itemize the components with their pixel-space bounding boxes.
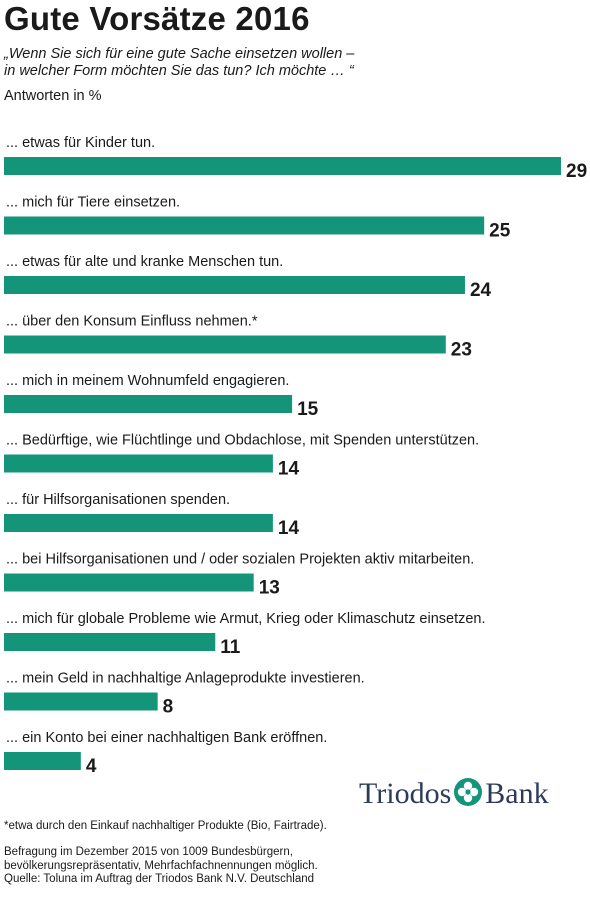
category-label: ... für Hilfsorganisationen spenden. xyxy=(6,492,230,508)
bar xyxy=(4,276,465,294)
category-label: ... bei Hilfsorganisationen und / oder s… xyxy=(6,552,474,568)
bar xyxy=(4,454,273,473)
value-label: 29 xyxy=(566,161,587,182)
value-label: 8 xyxy=(163,697,174,718)
category-label: ... mich für globale Probleme wie Armut,… xyxy=(6,611,486,627)
bar xyxy=(4,573,254,592)
bar xyxy=(4,692,158,711)
value-label: 11 xyxy=(220,637,241,658)
bar xyxy=(4,514,273,532)
chart-title: Gute Vorsätze 2016 xyxy=(4,0,310,37)
source-note: Befragung im Dezember 2015 von 1009 Bund… xyxy=(4,846,318,887)
value-label: 23 xyxy=(451,340,472,361)
bar xyxy=(4,216,485,235)
value-label: 13 xyxy=(259,578,280,599)
bar-chart: ... etwas für Kinder tun. 29 ... mich für … xyxy=(4,135,587,777)
logo-text-triodos: Triodos xyxy=(359,777,452,810)
category-label: ... mich für Tiere einsetzen. xyxy=(6,195,180,211)
source-line-1: Befragung im Dezember 2015 von 1009 Bund… xyxy=(4,846,293,858)
bar xyxy=(4,157,561,175)
value-label: 14 xyxy=(278,518,300,539)
category-label: ... mich in meinem Wohnumfeld engagieren… xyxy=(6,373,289,389)
bar xyxy=(4,395,293,413)
value-label: 25 xyxy=(489,221,511,242)
value-label: 24 xyxy=(470,280,492,301)
category-label: ... ein Konto bei einer nachhaltigen Ban… xyxy=(6,730,327,746)
triodos-flower-icon xyxy=(453,777,483,812)
value-label: 15 xyxy=(297,399,319,420)
category-label: ... etwas für alte und kranke Menschen t… xyxy=(6,254,283,270)
bar xyxy=(4,752,81,770)
category-label: ... etwas für Kinder tun. xyxy=(6,135,155,151)
unit-label: Antworten in % xyxy=(4,88,102,104)
logo-text-bank: Bank xyxy=(485,777,549,810)
subtitle-line-1: „Wenn Sie sich für eine gute Sache einse… xyxy=(4,46,355,62)
value-label: 4 xyxy=(86,756,97,777)
category-label: ... mein Geld in nachhaltige Anlageprodu… xyxy=(6,671,365,687)
triodos-bank-logo: Triodos Bank xyxy=(359,776,549,812)
source-line-3: Quelle: Toluna im Auftrag der Triodos Ba… xyxy=(4,873,315,885)
chart-subtitle: „Wenn Sie sich für eine gute Sache einse… xyxy=(4,46,354,80)
category-label: ... über den Konsum Einfluss nehmen.* xyxy=(6,314,258,330)
source-line-2: bevölkerungsrepräsentativ, Mehrfachfachn… xyxy=(4,859,318,872)
bar xyxy=(4,335,446,354)
category-label: ... Bedürftige, wie Flüchtlinge und Obda… xyxy=(6,433,479,449)
value-label: 14 xyxy=(278,459,300,480)
bar xyxy=(4,633,216,651)
subtitle-line-2: in welcher Form möchten Sie das tun? Ich… xyxy=(4,63,354,79)
footnote: *etwa durch den Einkauf nachhaltiger Pro… xyxy=(4,820,327,832)
